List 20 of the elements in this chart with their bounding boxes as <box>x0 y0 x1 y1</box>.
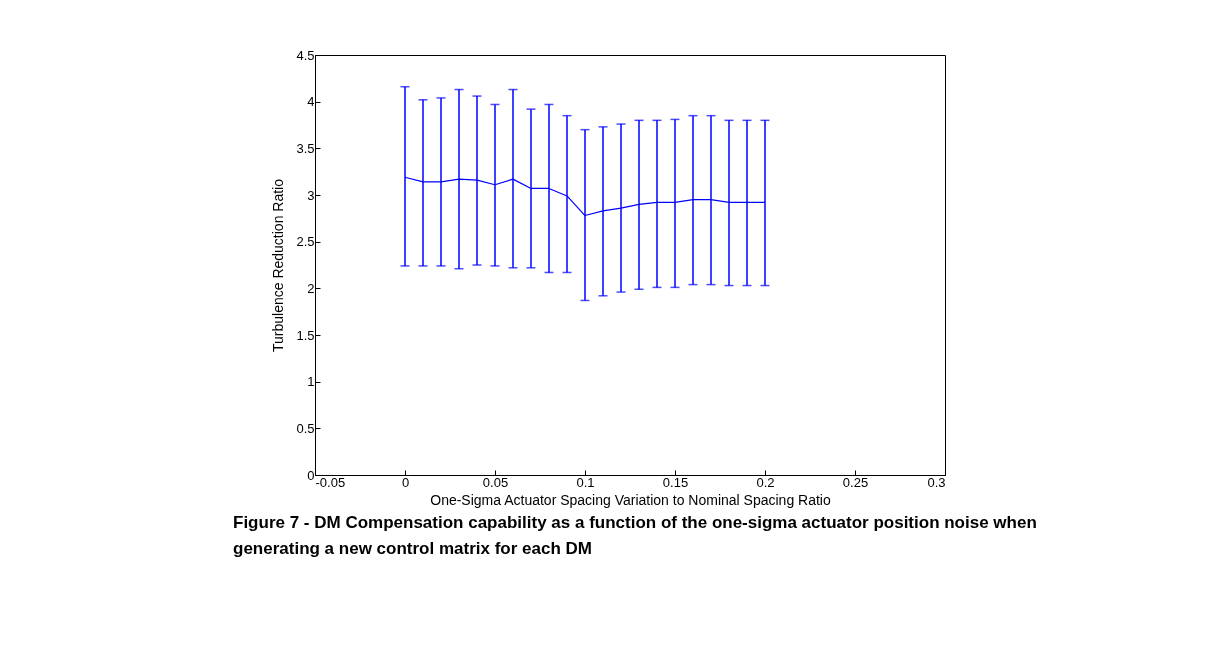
y-axis-title: Turbulence Reduction Ratio <box>270 178 287 353</box>
x-tick-label: 0.05 <box>482 474 509 490</box>
x-tick-label: 0.25 <box>842 474 869 490</box>
x-tick-label: 0.15 <box>662 474 689 490</box>
text: Figure 7 - DM Compensation capability as a function of the one-sigma actuator position noise when generating a new control matrix for each DM <box>233 513 1037 558</box>
x-tick-label: -0.05 <box>315 474 346 490</box>
y-tick-label: 1 <box>307 374 315 390</box>
x-tick-label: 0.1 <box>576 474 595 490</box>
y-tick-label: 4 <box>307 94 315 110</box>
x-tick-label: 0.2 <box>756 474 775 490</box>
x-tick-label: 0 <box>401 474 410 490</box>
y-tick-label: 4.5 <box>296 47 315 63</box>
x-tick-label: 0.3 <box>927 474 946 490</box>
y-tick-label: 2 <box>307 280 315 296</box>
y-tick-label: 1.5 <box>296 327 315 343</box>
y-tick-label: 3 <box>307 187 315 203</box>
y-tick-label: 2.5 <box>296 234 315 250</box>
y-tick-label: 3.5 <box>296 140 315 156</box>
y-tick-label: 0.5 <box>296 420 315 436</box>
x-axis-title: One-Sigma Actuator Spacing Variation to Nominal Spacing Ratio <box>430 491 831 508</box>
